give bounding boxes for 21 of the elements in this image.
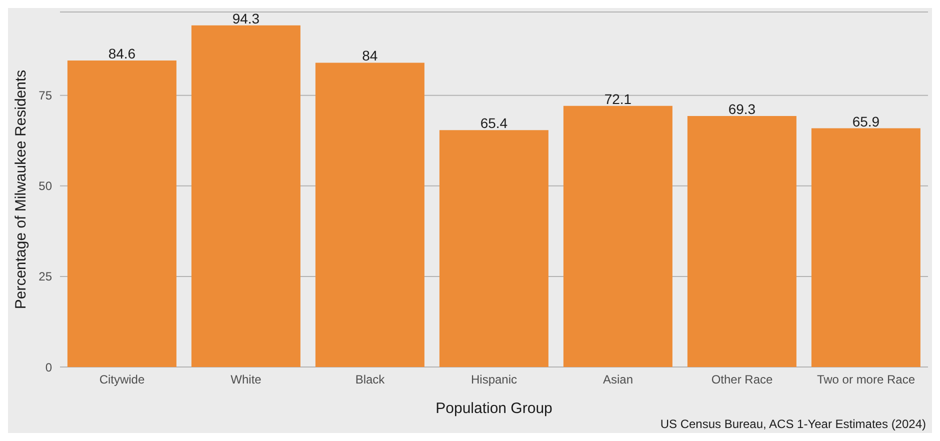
- y-tick-label: 75: [38, 88, 52, 103]
- y-tick-label: 0: [45, 360, 52, 374]
- data-label: 65.4: [480, 115, 508, 132]
- x-tick-label: Asian: [602, 372, 634, 387]
- x-tick-label: Black: [355, 372, 386, 387]
- data-label: 84: [362, 48, 378, 64]
- y-axis-title: Percentage of Milwaukee Residents: [12, 70, 30, 310]
- y-tick-label: 50: [38, 179, 52, 194]
- x-tick-label: Hispanic: [470, 372, 518, 387]
- x-tick-label: White: [230, 372, 262, 387]
- text: US Census Bureau, ACS 1-Year Estimates (2024): [660, 417, 926, 431]
- x-tick-label: Two or more Race: [816, 372, 916, 387]
- x-axis-title: Population Group: [436, 400, 552, 417]
- x-tick-label: Citywide: [99, 372, 145, 387]
- data-label: 84.6: [108, 46, 136, 62]
- data-label: 94.3: [232, 10, 260, 26]
- x-tick-label: Other Race: [711, 372, 774, 387]
- data-label: 69.3: [728, 100, 756, 117]
- data-label: 72.1: [604, 90, 632, 107]
- y-tick-label: 25: [38, 270, 52, 284]
- data-label: 65.9: [852, 113, 880, 130]
